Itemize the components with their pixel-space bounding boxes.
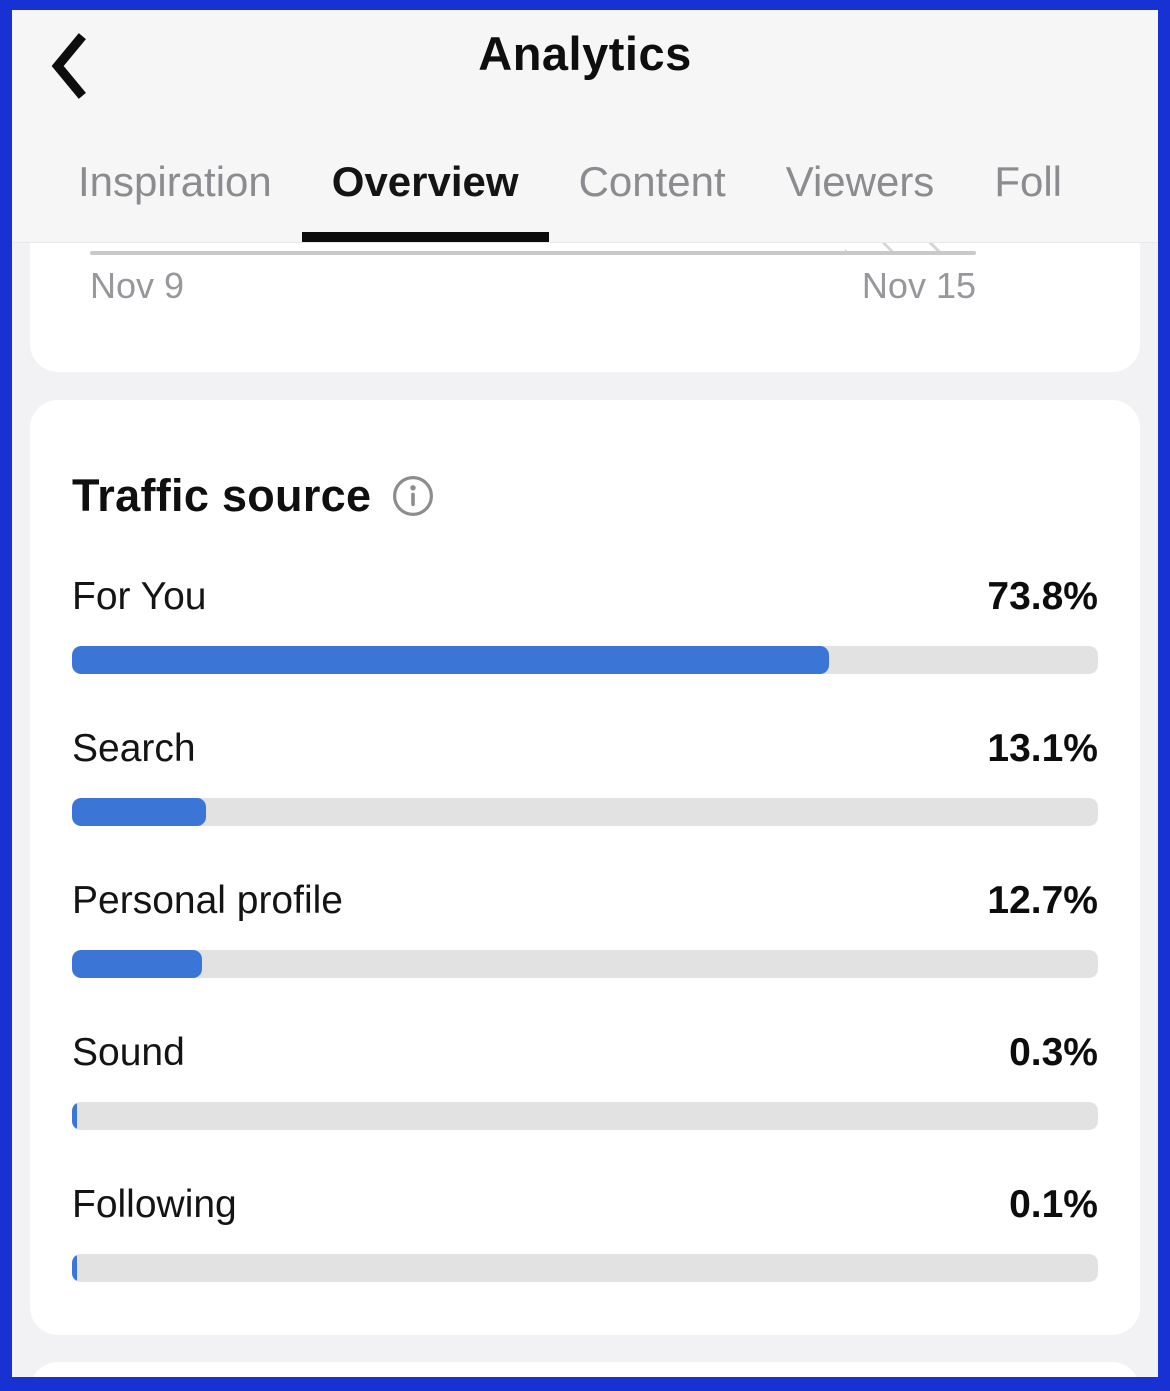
tab-inspiration[interactable]: Inspiration bbox=[78, 158, 272, 205]
traffic-label: Search bbox=[72, 727, 196, 770]
progress-bar-fill bbox=[72, 798, 207, 826]
traffic-row-sound: Sound 0.3% bbox=[72, 1030, 1098, 1130]
traffic-value: 73.8% bbox=[987, 575, 1098, 618]
progress-bar-fill bbox=[72, 646, 830, 674]
traffic-label: Sound bbox=[72, 1031, 185, 1074]
progress-bar-track bbox=[72, 646, 1098, 674]
progress-bar-track bbox=[72, 1254, 1098, 1282]
traffic-source-title: Traffic source bbox=[72, 470, 372, 521]
chart-x-axis-line bbox=[90, 251, 976, 255]
progress-bar-track bbox=[72, 798, 1098, 826]
chevron-left-icon bbox=[50, 32, 90, 100]
traffic-label: For You bbox=[72, 575, 207, 618]
chart-x-axis-labels: Nov 9 Nov 15 bbox=[90, 265, 976, 307]
chart-card-bottom: Nov 9 Nov 15 bbox=[30, 243, 1140, 372]
traffic-label: Personal profile bbox=[72, 879, 343, 922]
traffic-value: 0.3% bbox=[1009, 1031, 1098, 1074]
traffic-value: 13.1% bbox=[987, 727, 1098, 770]
progress-bar-fill bbox=[72, 1254, 77, 1282]
page-title: Analytics bbox=[478, 27, 692, 80]
traffic-label: Following bbox=[72, 1183, 237, 1226]
next-card-peek bbox=[30, 1362, 1140, 1377]
tab-followers-clipped[interactable]: Foll bbox=[994, 158, 1062, 205]
traffic-row-personal-profile: Personal profile 12.7% bbox=[72, 878, 1098, 978]
traffic-row-following: Following 0.1% bbox=[72, 1182, 1098, 1282]
tab-viewers[interactable]: Viewers bbox=[785, 158, 935, 205]
axis-label-end: Nov 15 bbox=[861, 265, 976, 306]
axis-label-start: Nov 9 bbox=[90, 265, 185, 306]
info-icon[interactable] bbox=[391, 474, 435, 518]
traffic-row-for-you: For You 73.8% bbox=[72, 574, 1098, 674]
tab-bar: Inspiration Overview Content Viewers Fol… bbox=[78, 158, 1062, 242]
traffic-row-search: Search 13.1% bbox=[72, 726, 1098, 826]
traffic-source-card: Traffic source For You 73.8% bbox=[30, 400, 1140, 1335]
tab-content[interactable]: Content bbox=[578, 158, 726, 205]
progress-bar-track bbox=[72, 950, 1098, 978]
back-button[interactable] bbox=[50, 30, 114, 102]
progress-bar-fill bbox=[72, 950, 203, 978]
header: Analytics Inspiration Overview Content V… bbox=[12, 10, 1158, 243]
progress-bar-fill bbox=[72, 1102, 77, 1130]
tab-overview[interactable]: Overview bbox=[301, 158, 549, 242]
traffic-value: 0.1% bbox=[1009, 1183, 1098, 1226]
progress-bar-track bbox=[72, 1102, 1098, 1130]
traffic-value: 12.7% bbox=[987, 879, 1098, 922]
chart-hatch-pattern bbox=[845, 243, 976, 253]
app-screen: Analytics Inspiration Overview Content V… bbox=[12, 10, 1158, 1377]
tab-bar-fade-overlay bbox=[1063, 102, 1158, 242]
